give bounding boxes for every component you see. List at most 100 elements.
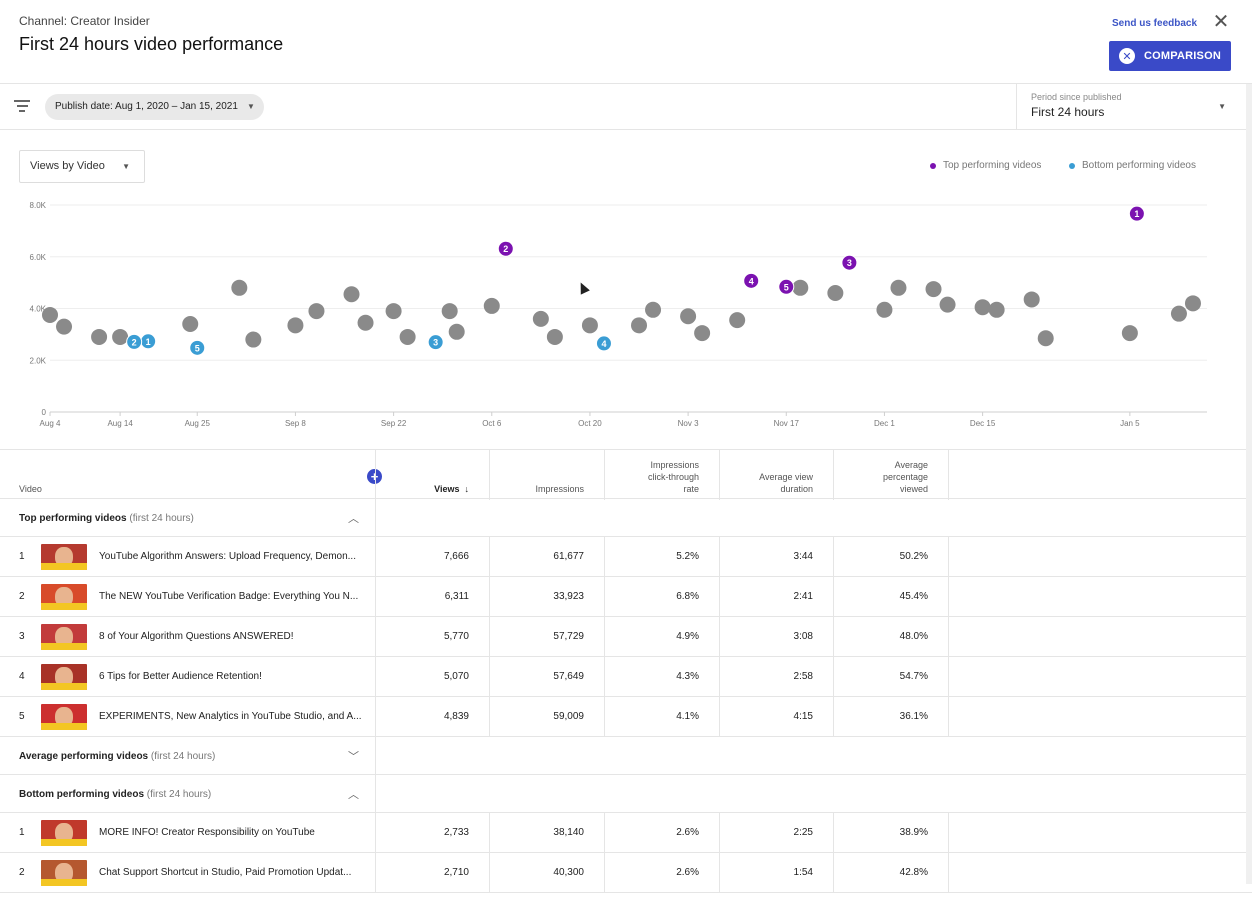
point-label: 4 [749,276,754,286]
table-row[interactable]: 4 6 Tips for Better Audience Retention! 5,… [0,657,1252,697]
bottom-video-point [189,339,206,356]
table-row[interactable]: 2 Chat Support Shortcut in Studio, Paid P… [0,853,1252,893]
cell-avd: 1:54 [719,853,833,893]
col-avd[interactable]: Average view duration [719,450,833,500]
col-ctr[interactable]: Impressions click-through rate [604,450,719,500]
publish-date-chip[interactable]: Publish date: Aug 1, 2020 – Jan 15, 2021… [45,94,264,120]
period-value: First 24 hours [1031,105,1105,119]
video-thumbnail[interactable] [41,624,87,650]
video-title[interactable]: EXPERIMENTS, New Analytics in YouTube St… [99,711,362,722]
close-icon[interactable]: ✕ [1212,11,1230,33]
filter-bar: Publish date: Aug 1, 2020 – Jan 15, 2021… [0,84,1252,130]
x-tick-label: Aug 25 [185,419,211,428]
average-video-point [729,312,746,329]
cell-ctr: 2.6% [604,813,719,853]
section-average-label: Average performing videos [19,751,149,762]
average-video-point [287,317,304,334]
video-title[interactable]: The NEW YouTube Verification Badge: Ever… [99,591,359,602]
top-video-point [778,278,795,295]
cell-avd: 3:44 [719,537,833,577]
y-tick-label: 0 [42,408,47,417]
col-views-label: Views [434,484,460,494]
thumbnail-face [55,707,73,727]
x-tick-label: Sep 22 [381,419,407,428]
section-bottom[interactable]: Bottom performing videos (first 24 hours… [0,775,1252,813]
cell-views: 2,733 [375,813,489,853]
col-avd-label-2: duration [780,484,813,494]
average-video-point [939,296,956,313]
col-impressions[interactable]: Impressions [489,450,604,500]
video-title[interactable]: 6 Tips for Better Audience Retention! [99,671,262,682]
section-top-title: Top performing videos (first 24 hours) [19,513,194,524]
average-video-point [245,331,262,348]
row-rank: 5 [19,711,25,722]
period-label: Period since published [1031,92,1122,102]
section-bottom-title: Bottom performing videos (first 24 hours… [19,789,211,800]
average-video-point [876,301,893,318]
period-select[interactable]: Period since published First 24 hours ▼ [1016,84,1236,130]
chevron-down-icon[interactable]: ﹀ [348,751,359,763]
row-rank: 2 [19,867,25,878]
x-tick-label: Dec 1 [874,419,895,428]
comparison-button[interactable]: ✕ COMPARISON [1109,41,1231,71]
video-title[interactable]: YouTube Algorithm Answers: Upload Freque… [99,551,356,562]
video-title[interactable]: 8 of Your Algorithm Questions ANSWERED! [99,631,294,642]
col-avd-label-1: Average view [759,472,813,482]
cell-avd: 4:15 [719,697,833,737]
video-thumbnail[interactable] [41,820,87,846]
average-video-point [448,323,465,340]
average-video-point [1023,291,1040,308]
chevron-up-icon[interactable]: ︿ [348,513,359,525]
cell-avd: 3:08 [719,617,833,657]
add-column-button[interactable]: + [367,469,382,484]
top-video-point [497,240,514,257]
average-video-point [546,328,563,345]
video-thumbnail[interactable] [41,584,87,610]
average-video-point [343,286,360,303]
thumbnail-band [41,603,87,610]
filter-icon[interactable] [14,100,30,112]
scrollbar[interactable] [1246,84,1252,884]
section-top[interactable]: Top performing videos (first 24 hours) ︿ [0,499,1252,537]
row-rank: 2 [19,591,25,602]
thumbnail-face [55,667,73,687]
table-row[interactable]: 2 The NEW YouTube Verification Badge: Eve… [0,577,1252,617]
column-divider [948,577,949,617]
video-thumbnail[interactable] [41,704,87,730]
col-apv[interactable]: Average percentage viewed [833,450,948,500]
y-tick-label: 8.0K [30,201,47,210]
table-row[interactable]: 5 EXPERIMENTS, New Analytics in YouTube S… [0,697,1252,737]
thumbnail-face [55,823,73,843]
average-video-point [42,306,58,323]
average-video-point [112,328,129,345]
section-average[interactable]: Average performing videos (first 24 hour… [0,737,1252,775]
thumbnail-band [41,879,87,886]
dialog-header: Channel: Creator Insider First 24 hours … [0,0,1252,84]
average-video-point [581,317,598,334]
video-title[interactable]: MORE INFO! Creator Responsibility on You… [99,827,315,838]
video-title[interactable]: Chat Support Shortcut in Studio, Paid Pr… [99,867,352,878]
cell-ctr: 4.9% [604,617,719,657]
chevron-up-icon[interactable]: ︿ [348,789,359,801]
table-row[interactable]: 3 8 of Your Algorithm Questions ANSWERED!… [0,617,1252,657]
metric-dropdown[interactable]: Views by Video ▼ [19,150,145,183]
send-feedback-link[interactable]: Send us feedback [1112,18,1198,29]
cell-avd: 2:58 [719,657,833,697]
point-label: 4 [601,339,606,349]
cell-ctr: 2.6% [604,853,719,893]
cell-apv: 36.1% [833,697,948,737]
legend-bottom-dot [1069,162,1075,169]
table-row[interactable]: 1 MORE INFO! Creator Responsibility on Yo… [0,813,1252,853]
col-views[interactable]: Views ↓ [375,450,489,500]
x-tick-label: Aug 4 [40,419,61,428]
section-top-note: (first 24 hours) [129,513,194,524]
table-row[interactable]: 1 YouTube Algorithm Answers: Upload Frequ… [0,537,1252,577]
column-divider [948,697,949,737]
top-video-point [841,254,858,271]
cell-impressions: 38,140 [489,813,604,853]
video-thumbnail[interactable] [41,664,87,690]
video-thumbnail[interactable] [41,544,87,570]
thumbnail-face [55,587,73,607]
average-video-point [1037,330,1054,347]
video-thumbnail[interactable] [41,860,87,886]
